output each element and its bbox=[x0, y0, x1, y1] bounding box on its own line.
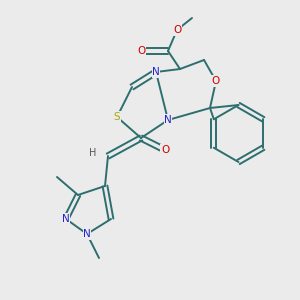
Text: O: O bbox=[212, 76, 220, 86]
Text: S: S bbox=[114, 112, 120, 122]
Text: N: N bbox=[164, 115, 172, 125]
Text: N: N bbox=[152, 67, 160, 77]
Text: N: N bbox=[62, 214, 70, 224]
Text: N: N bbox=[83, 229, 91, 239]
Text: O: O bbox=[161, 145, 169, 155]
Text: O: O bbox=[173, 25, 181, 35]
Text: O: O bbox=[137, 46, 145, 56]
Text: H: H bbox=[89, 148, 97, 158]
